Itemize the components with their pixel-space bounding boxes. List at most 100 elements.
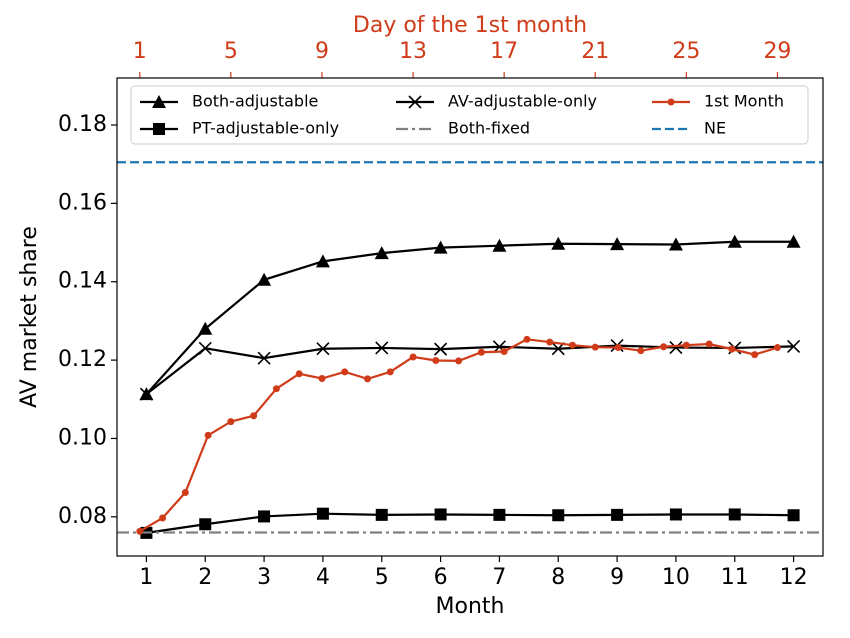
triangle-marker bbox=[786, 234, 801, 248]
y-tick-label: 0.16 bbox=[58, 190, 107, 215]
triangle-marker bbox=[727, 234, 742, 248]
dot-marker bbox=[568, 341, 576, 349]
dot-marker bbox=[341, 368, 349, 376]
x2-axis-label: Day of the 1st month bbox=[353, 13, 587, 38]
y-tick-label: 0.08 bbox=[58, 504, 107, 529]
x-tick-label: 11 bbox=[721, 565, 749, 590]
x-axis-label: Month bbox=[436, 594, 505, 619]
dot-marker bbox=[751, 351, 759, 359]
dot-marker bbox=[637, 347, 645, 355]
dot-marker bbox=[136, 527, 144, 535]
dot-marker bbox=[728, 345, 736, 353]
x-tick-label: 12 bbox=[780, 565, 808, 590]
y-tick-label: 0.12 bbox=[58, 347, 107, 372]
dot-marker bbox=[409, 353, 417, 361]
x2-tick-label: 21 bbox=[581, 39, 609, 64]
dot-marker bbox=[204, 431, 212, 439]
dot-marker bbox=[546, 338, 554, 346]
triangle-marker bbox=[551, 236, 566, 250]
square-marker bbox=[199, 518, 212, 531]
triangle-marker bbox=[492, 238, 507, 252]
legend-label: Both-fixed bbox=[448, 119, 530, 138]
x-marker bbox=[139, 387, 153, 401]
legend-label: Both-adjustable bbox=[192, 92, 318, 111]
x-tick-label: 4 bbox=[316, 565, 330, 590]
x-marker bbox=[408, 95, 422, 109]
x-marker bbox=[198, 341, 212, 355]
dot-marker bbox=[455, 357, 463, 365]
square-marker bbox=[316, 507, 329, 520]
y-tick-label: 0.14 bbox=[58, 269, 107, 294]
dot-marker bbox=[432, 356, 440, 364]
x-marker bbox=[316, 342, 330, 356]
dot-marker bbox=[667, 98, 675, 106]
dot-marker bbox=[227, 418, 235, 426]
dot-marker bbox=[614, 344, 622, 352]
y-tick-label: 0.18 bbox=[58, 112, 107, 137]
x-tick-label: 1 bbox=[139, 565, 153, 590]
x-marker bbox=[669, 340, 683, 355]
x-marker bbox=[787, 339, 801, 353]
dot-marker bbox=[705, 340, 713, 348]
square-marker bbox=[728, 508, 741, 521]
triangle-marker bbox=[668, 237, 683, 251]
triangle-marker bbox=[198, 321, 213, 335]
dot-marker bbox=[181, 489, 189, 497]
x-tick-label: 7 bbox=[492, 565, 506, 590]
triangle-marker bbox=[257, 272, 272, 286]
legend-label: AV-adjustable-only bbox=[448, 92, 597, 111]
series-line bbox=[145, 344, 794, 396]
square-marker bbox=[669, 508, 682, 521]
x2-tick-label: 25 bbox=[672, 39, 700, 64]
plot-frame bbox=[116, 77, 824, 557]
x-tick-label: 8 bbox=[551, 565, 565, 590]
x-tick-label: 6 bbox=[434, 565, 448, 590]
dot-marker bbox=[295, 370, 303, 378]
triangle-marker bbox=[433, 240, 448, 254]
square-marker bbox=[375, 508, 388, 521]
legend-box bbox=[130, 85, 809, 145]
series-line bbox=[139, 338, 778, 533]
legend-label: PT-adjustable-only bbox=[192, 119, 339, 138]
x2-tick-label: 17 bbox=[490, 39, 518, 64]
x-marker bbox=[257, 351, 271, 365]
legend-label: NE bbox=[704, 119, 726, 138]
square-marker bbox=[787, 509, 800, 522]
dot-marker bbox=[318, 375, 326, 383]
dot-marker bbox=[500, 347, 508, 355]
dot-marker bbox=[364, 375, 372, 383]
x2-tick-label: 1 bbox=[133, 39, 147, 64]
x-tick-label: 2 bbox=[198, 565, 212, 590]
y-tick-label: 0.10 bbox=[58, 425, 107, 450]
dot-marker bbox=[773, 344, 781, 352]
x2-tick-label: 9 bbox=[315, 39, 329, 64]
y-axis-label: AV market share bbox=[17, 226, 42, 408]
dot-marker bbox=[386, 368, 394, 376]
x-marker bbox=[434, 342, 448, 356]
x2-tick-label: 13 bbox=[399, 39, 427, 64]
triangle-marker bbox=[374, 246, 389, 260]
dot-marker bbox=[477, 348, 485, 356]
legend-label: 1st Month bbox=[704, 92, 784, 111]
triangle-marker bbox=[610, 237, 625, 251]
square-marker bbox=[258, 510, 271, 523]
triangle-marker bbox=[152, 95, 166, 108]
square-marker bbox=[552, 509, 565, 522]
x2-tick-label: 29 bbox=[763, 39, 791, 64]
dot-marker bbox=[523, 335, 531, 343]
square-marker bbox=[611, 508, 624, 521]
square-marker bbox=[153, 123, 165, 135]
dot-marker bbox=[250, 412, 258, 420]
x-tick-label: 3 bbox=[257, 565, 271, 590]
x2-tick-label: 5 bbox=[224, 39, 238, 64]
triangle-marker bbox=[315, 254, 330, 268]
dot-marker bbox=[272, 385, 280, 393]
dot-marker bbox=[159, 514, 167, 522]
x-tick-label: 10 bbox=[662, 565, 690, 590]
square-marker bbox=[493, 508, 506, 521]
series-line bbox=[145, 240, 794, 395]
dot-marker bbox=[660, 343, 668, 351]
dot-marker bbox=[682, 341, 690, 349]
x-marker bbox=[375, 341, 389, 355]
series-line bbox=[146, 512, 794, 534]
